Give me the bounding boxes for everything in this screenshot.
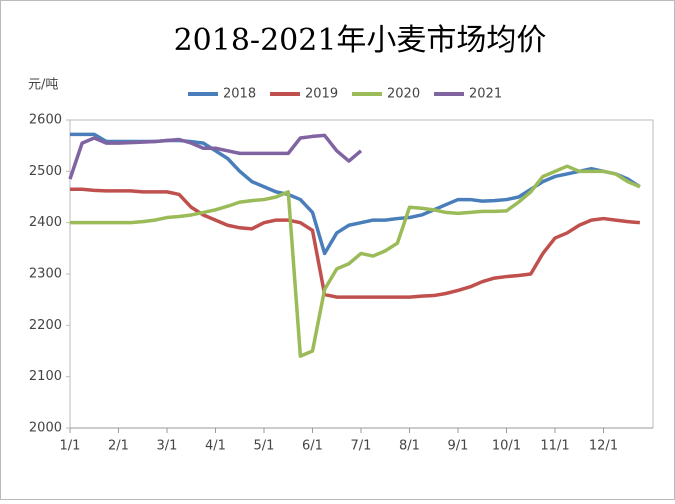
x-tick-label: 8/1: [399, 439, 420, 454]
legend-label: 2018: [223, 87, 256, 102]
x-tick-label: 10/1: [492, 439, 521, 454]
y-tick-label: 2200: [29, 318, 62, 333]
y-axis-label: 元/吨: [28, 78, 58, 93]
legend-label: 2020: [387, 87, 420, 102]
series-line: [68, 133, 363, 180]
x-tick-label: 11/1: [540, 439, 569, 454]
y-tick-label: 2400: [29, 215, 62, 230]
y-tick-label: 2500: [29, 164, 62, 179]
x-tick-label: 4/1: [205, 439, 226, 454]
y-tick-label: 2100: [29, 369, 62, 384]
chart-title: 2018-2021年小麦市场均价: [174, 23, 547, 58]
legend-label: 2021: [469, 87, 502, 102]
y-tick-label: 2300: [29, 267, 62, 282]
legend-label: 2019: [305, 87, 338, 102]
series-line: [70, 187, 641, 299]
y-tick-label: 2600: [29, 113, 62, 128]
y-tick-label: 2000: [29, 421, 62, 436]
x-tick-label: 6/1: [302, 439, 323, 454]
x-tick-label: 7/1: [351, 439, 372, 454]
x-tick-label: 1/1: [60, 439, 81, 454]
x-tick-label: 9/1: [448, 439, 469, 454]
x-tick-label: 3/1: [157, 439, 178, 454]
x-tick-label: 12/1: [589, 439, 618, 454]
series-line: [70, 164, 641, 358]
x-tick-label: 2/1: [108, 439, 129, 454]
x-tick-label: 5/1: [254, 439, 275, 454]
